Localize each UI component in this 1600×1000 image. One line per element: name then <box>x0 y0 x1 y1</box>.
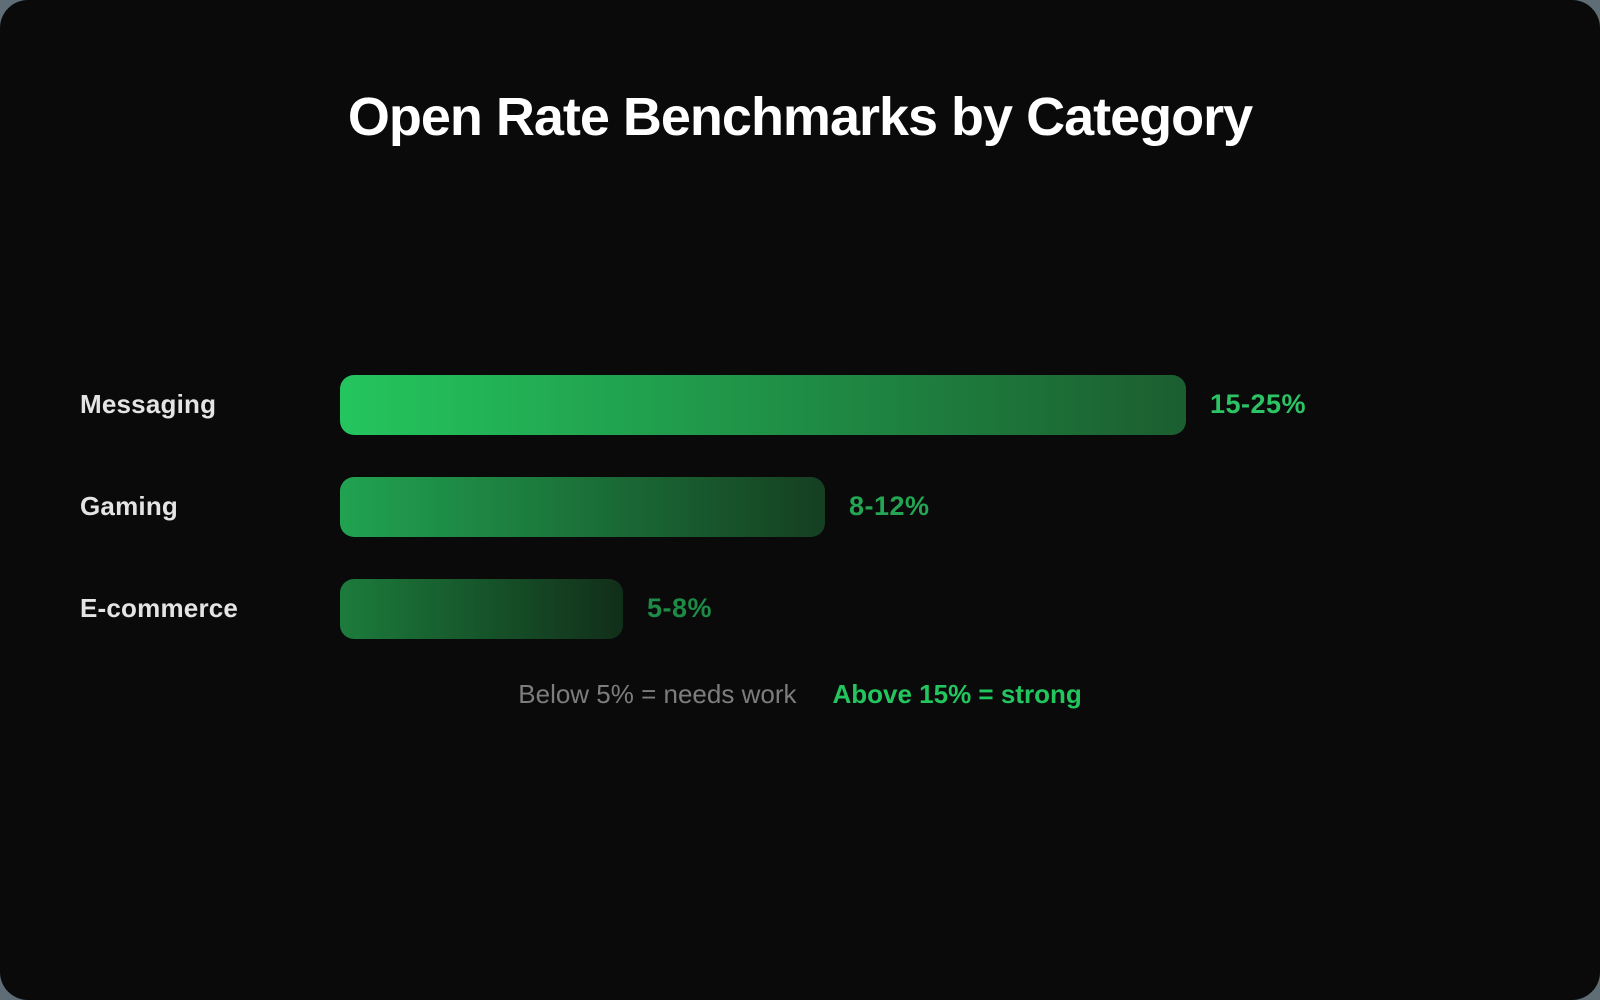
bar-rows: Messaging 15-25% Gaming 8-12% E-commerce… <box>0 374 1600 639</box>
bar-row-messaging: Messaging 15-25% <box>80 374 1600 435</box>
bar-row-gaming: Gaming 8-12% <box>80 476 1600 537</box>
category-label: Gaming <box>80 491 178 522</box>
high-threshold-note: Above 15% = strong <box>832 678 1082 709</box>
bar-value: 15-25% <box>1210 389 1307 420</box>
low-threshold-note: Below 5% = needs work <box>518 678 797 709</box>
bar-fill <box>340 374 1186 435</box>
bar-fill <box>340 476 825 537</box>
category-label: E-commerce <box>80 593 239 624</box>
threshold-footnote: Below 5% = needs work Above 15% = strong <box>0 681 1600 707</box>
bar-value: 5-8% <box>647 593 713 624</box>
bar-value: 8-12% <box>849 491 930 522</box>
category-label: Messaging <box>80 389 217 420</box>
chart-title: Open Rate Benchmarks by Category <box>347 87 1253 147</box>
bar-row-ecommerce: E-commerce 5-8% <box>80 578 1600 639</box>
bar-fill <box>340 578 623 639</box>
